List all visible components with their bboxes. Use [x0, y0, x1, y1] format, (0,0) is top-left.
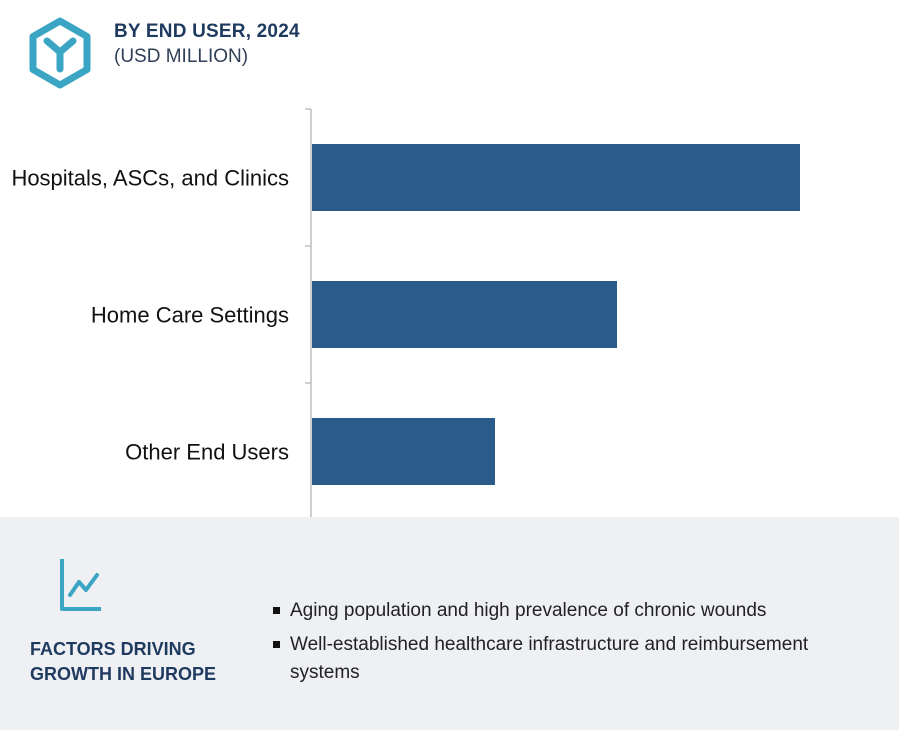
category-label: Home Care Settings [91, 303, 289, 328]
bar [312, 281, 617, 348]
factors-panel: FACTORS DRIVING GROWTH IN EUROPE Aging p… [0, 517, 899, 730]
category-label: Hospitals, ASCs, and Clinics [11, 166, 289, 191]
bullet-square-icon [273, 641, 280, 648]
chart-title: BY END USER, 2024 [114, 21, 300, 42]
bar [312, 144, 800, 211]
category-label: Other End Users [125, 440, 289, 465]
factors-heading: FACTORS DRIVING GROWTH IN EUROPE [30, 639, 217, 684]
factor-text: Aging population and high prevalence of … [290, 600, 767, 621]
bar-chart: Hospitals, ASCs, and Clinics Home Care Se… [11, 108, 800, 520]
trend-chart-icon [60, 559, 101, 611]
bar [312, 418, 495, 485]
hexagon-y-logo-icon [29, 17, 91, 89]
bullet-square-icon [273, 607, 280, 614]
factors-list: Aging population and high prevalence of … [272, 597, 882, 693]
factor-text: Well-established healthcare infrastructu… [290, 634, 809, 683]
factor-item: Aging population and high prevalence of … [272, 597, 882, 625]
factor-item: Well-established healthcare infrastructu… [272, 631, 882, 687]
chart-subtitle: (USD MILLION) [114, 46, 249, 67]
